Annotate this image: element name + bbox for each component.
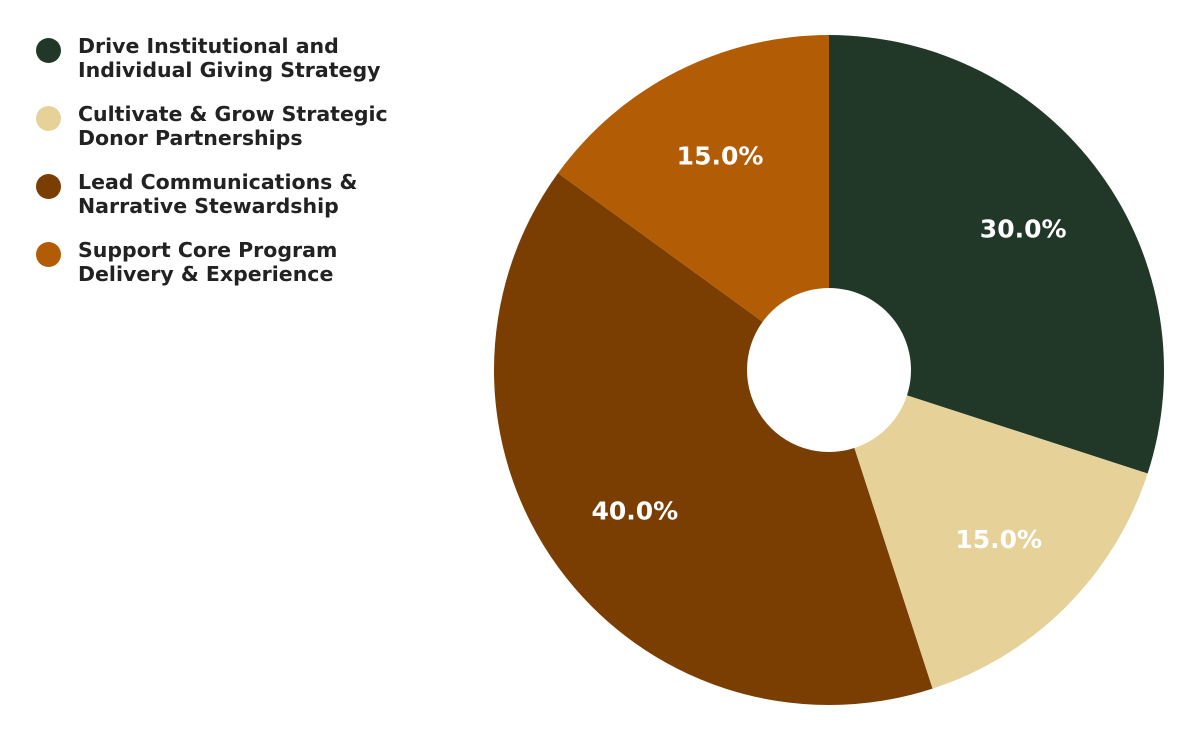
legend-label-giving-strategy: Drive Institutional and Individual Givin… [78, 34, 381, 82]
legend-item-program-delivery[interactable]: Support Core Program Delivery & Experien… [36, 238, 436, 306]
legend-label-donor-partnerships: Cultivate & Grow Strategic Donor Partner… [78, 102, 388, 150]
legend-item-donor-partnerships[interactable]: Cultivate & Grow Strategic Donor Partner… [36, 102, 436, 170]
slice-label-donor-partnerships: 15.0% [955, 525, 1042, 554]
legend: Drive Institutional and Individual Givin… [36, 34, 436, 306]
slice-program-delivery[interactable] [557, 35, 829, 322]
legend-swatch-donor-partnerships [36, 106, 61, 131]
legend-label-program-delivery: Support Core Program Delivery & Experien… [78, 238, 338, 286]
legend-item-giving-strategy[interactable]: Drive Institutional and Individual Givin… [36, 34, 436, 102]
legend-label-communications: Lead Communications & Narrative Stewards… [78, 170, 358, 218]
legend-swatch-program-delivery [36, 242, 61, 267]
slice-label-giving-strategy: 30.0% [980, 214, 1067, 243]
legend-item-communications[interactable]: Lead Communications & Narrative Stewards… [36, 170, 436, 238]
slice-donor-partnerships[interactable] [854, 395, 1148, 689]
legend-swatch-communications [36, 174, 61, 199]
slice-label-communications: 40.0% [591, 497, 678, 526]
slice-communications[interactable] [493, 173, 933, 706]
slice-label-program-delivery: 15.0% [677, 142, 764, 171]
legend-swatch-giving-strategy [36, 38, 61, 63]
slice-giving-strategy[interactable] [829, 35, 1164, 474]
